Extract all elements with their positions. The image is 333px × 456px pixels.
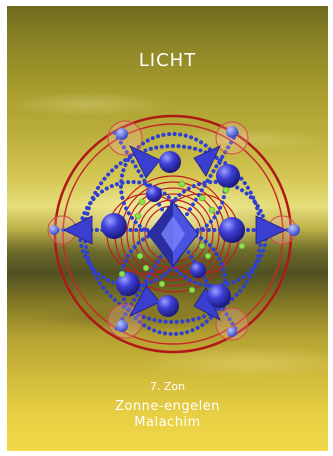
large-orbs (101, 151, 245, 317)
card-name-line2: Malachim (134, 415, 201, 430)
card-number: 7. Zon (149, 380, 186, 393)
central-crystal (147, 201, 199, 267)
sacred-geometry-emblem (47, 114, 300, 354)
card-title: LICHT (138, 50, 197, 71)
card-name: Zonne-engelen Malachim (7, 399, 328, 431)
pyramid-spikes (63, 145, 287, 321)
card: LICHT (7, 6, 328, 451)
green-nodes (118, 180, 246, 294)
card-name-line1: Zonne-engelen (115, 399, 220, 414)
tip-orbs (49, 126, 300, 337)
